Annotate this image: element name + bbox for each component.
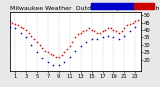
Point bbox=[41, 47, 44, 48]
Point bbox=[58, 65, 60, 66]
Point bbox=[131, 22, 134, 23]
Point bbox=[38, 44, 41, 45]
Point bbox=[63, 51, 66, 53]
Point bbox=[112, 37, 115, 38]
Point bbox=[129, 23, 131, 25]
Point bbox=[44, 50, 46, 51]
Point bbox=[30, 35, 33, 37]
Point bbox=[79, 46, 82, 47]
Point bbox=[118, 38, 120, 39]
Point bbox=[120, 31, 123, 32]
Point bbox=[79, 32, 82, 34]
Point bbox=[107, 35, 109, 37]
Point bbox=[115, 31, 117, 32]
Point bbox=[68, 56, 71, 57]
Point bbox=[60, 54, 63, 56]
Point bbox=[118, 32, 120, 34]
Point bbox=[109, 28, 112, 29]
Point bbox=[90, 29, 93, 31]
Point bbox=[90, 38, 93, 39]
Point bbox=[71, 41, 74, 42]
Point bbox=[55, 56, 57, 57]
Point bbox=[134, 20, 137, 22]
Point bbox=[25, 37, 27, 38]
Point bbox=[19, 32, 22, 34]
Point bbox=[101, 31, 104, 32]
Point bbox=[28, 32, 30, 34]
Point bbox=[74, 50, 76, 51]
Point bbox=[123, 28, 126, 29]
Point bbox=[137, 19, 139, 20]
Point bbox=[36, 41, 38, 42]
Point bbox=[74, 37, 76, 38]
Point bbox=[104, 29, 107, 31]
Point bbox=[11, 22, 14, 23]
Point bbox=[19, 26, 22, 28]
Point bbox=[96, 38, 98, 39]
Point bbox=[77, 34, 79, 35]
Point bbox=[85, 29, 87, 31]
Point bbox=[99, 32, 101, 34]
Point bbox=[14, 28, 16, 29]
Point bbox=[66, 48, 68, 50]
Point bbox=[52, 54, 55, 56]
Point bbox=[126, 25, 128, 26]
Point bbox=[47, 51, 49, 53]
Point bbox=[123, 35, 126, 37]
Point bbox=[58, 56, 60, 57]
Point bbox=[41, 57, 44, 59]
Point bbox=[8, 20, 11, 22]
Point bbox=[22, 28, 24, 29]
Point bbox=[85, 41, 87, 42]
Point bbox=[16, 25, 19, 26]
Point bbox=[93, 31, 96, 32]
Point bbox=[8, 26, 11, 28]
Point bbox=[63, 62, 66, 63]
Point bbox=[101, 37, 104, 38]
Point bbox=[25, 29, 27, 31]
Point bbox=[52, 65, 55, 66]
Point bbox=[49, 53, 52, 54]
Point bbox=[88, 28, 90, 29]
Point bbox=[129, 31, 131, 32]
Point bbox=[134, 26, 137, 28]
Point bbox=[47, 62, 49, 63]
Point bbox=[14, 23, 16, 25]
Point bbox=[68, 46, 71, 47]
Point bbox=[82, 31, 85, 32]
Point bbox=[112, 29, 115, 31]
Point bbox=[36, 51, 38, 53]
Point bbox=[107, 28, 109, 29]
Point bbox=[96, 32, 98, 34]
Text: Milwaukee Weather  Outdoor Temp  vs Wind Chill  (24 Hours): Milwaukee Weather Outdoor Temp vs Wind C… bbox=[10, 6, 160, 11]
Point bbox=[33, 38, 36, 39]
Point bbox=[30, 44, 33, 45]
